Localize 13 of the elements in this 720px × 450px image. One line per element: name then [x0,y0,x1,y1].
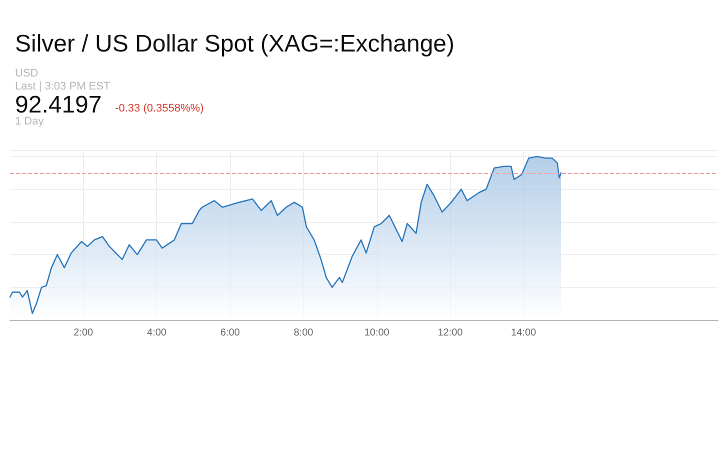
text: Last | 3:03 PM EST [15,80,110,92]
x-tick-label: 14:00 [511,328,537,338]
x-tick-label: 6:00 [220,328,240,338]
text: USD [15,68,38,80]
x-tick-label: 8:00 [294,328,314,338]
text: 1 Day [15,116,44,128]
chart-title: Silver / US Dollar Spot (XAG=:Exchange) [15,30,455,58]
text: -0.33 (0.3558%%) [115,102,204,114]
x-tick-label: 4:00 [147,328,167,338]
x-tick-label: 2:00 [74,328,94,338]
x-tick-label: 10:00 [364,328,390,338]
text: 92.4197 [15,92,102,118]
x-tick-label: 12:00 [438,328,464,338]
